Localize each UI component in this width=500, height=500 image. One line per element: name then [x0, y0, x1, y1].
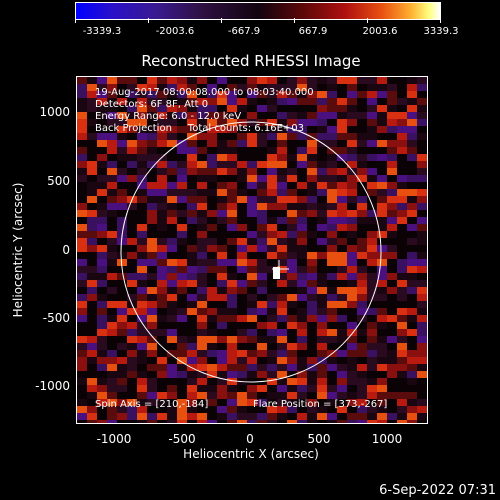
solar-limb-circle	[120, 121, 382, 383]
spin-axis-text: Spin Axis = [210,-184]	[95, 399, 209, 410]
y-axis-label: Heliocentric Y (arcsec)	[11, 182, 25, 318]
flare-position-text: Flare Position = [373,-267]	[253, 399, 388, 410]
colorbar-tick-label: -2003.6	[155, 26, 195, 37]
colorbar-tick-label: -3339.3	[82, 26, 122, 37]
y-tick-label: 0	[62, 243, 70, 257]
timestamp: 6-Sep-2022 07:31	[379, 483, 496, 498]
x-tick-label: 500	[307, 432, 331, 446]
y-tick-label: -500	[42, 311, 70, 325]
x-axis-label: Heliocentric X (arcsec)	[183, 447, 319, 461]
colorbar-tick-label: -667.9	[227, 26, 261, 37]
time-range-text: 19-Aug-2017 08:00:08.000 to 08:03:40.000	[95, 87, 314, 98]
rhessi-image	[77, 77, 427, 423]
x-tick-label: 1000	[371, 432, 403, 446]
colorbar-tick-label: 3339.3	[423, 26, 459, 37]
x-tick-label: -500	[168, 432, 196, 446]
x-tick-label: 0	[246, 432, 254, 446]
colorbar-gradient	[75, 2, 441, 20]
y-tick-label: -1000	[35, 379, 70, 393]
colorbar-tick-label: 2003.6	[362, 26, 398, 37]
flare-source	[273, 267, 280, 279]
y-tick-label: 500	[47, 174, 70, 188]
x-tick-label: -1000	[96, 432, 132, 446]
colorbar	[75, 2, 441, 20]
colorbar-tick-label: 667.9	[298, 26, 328, 37]
energy-range-text: Energy Range: 6.0 - 12.0 keV	[95, 111, 242, 122]
method-counts-text: Back Projection Total counts: 6.16E+03	[95, 123, 304, 134]
y-tick-label: 1000	[39, 105, 70, 119]
detectors-text: Detectors: 6F 8F, Att 0	[95, 99, 209, 110]
plot-title: Reconstructed RHESSI Image	[141, 52, 361, 70]
image-plot-area	[76, 76, 428, 424]
